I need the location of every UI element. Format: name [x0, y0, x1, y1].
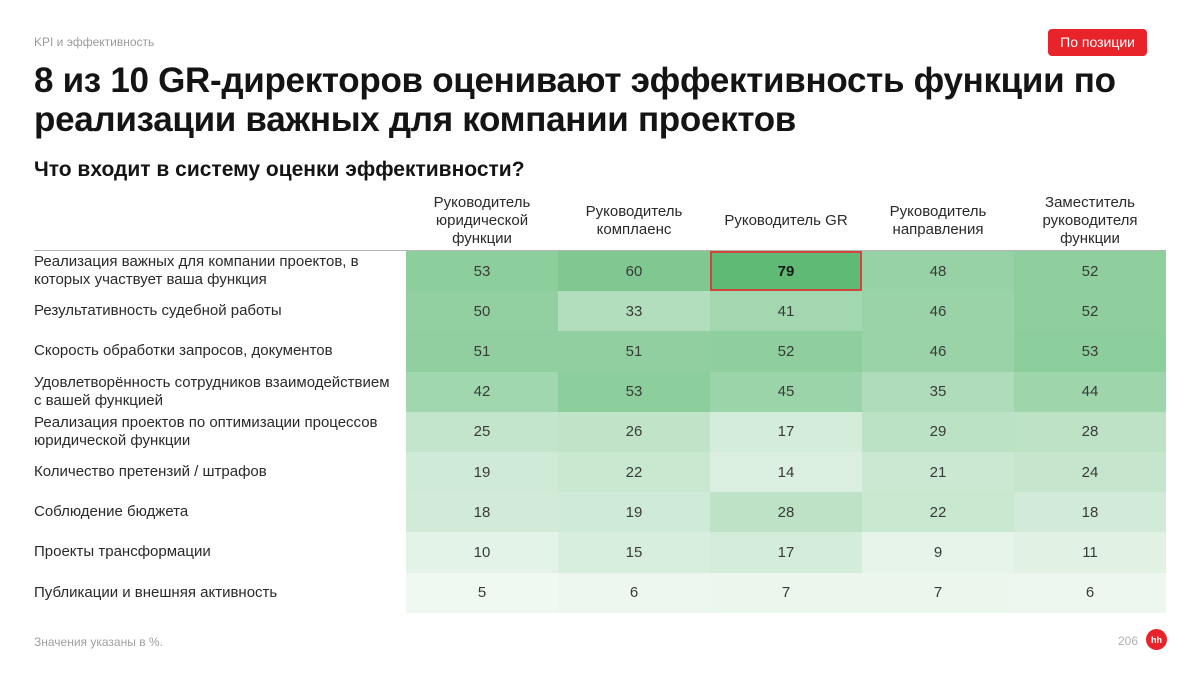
table-row: Количество претензий / штрафов 19 22 14 21 24 — [34, 451, 1166, 493]
heatmap-cell: 22 — [558, 451, 710, 493]
heatmap-cell: 22 — [862, 492, 1014, 533]
heatmap-cell: 6 — [1014, 572, 1166, 613]
table-row: Публикации и внешняя активность 5 6 7 7 6 — [34, 572, 1166, 613]
section-label: KPI и эффективность — [34, 35, 155, 49]
footnote: Значения указаны в %. — [34, 635, 163, 649]
row-label: Реализация важных для компании проектов,… — [34, 253, 359, 289]
table-row: Удовлетворённость сотрудников взаимодейс… — [34, 371, 1166, 412]
row-label: Соблюдение бюджета — [34, 503, 189, 521]
heatmap-cell: 18 — [406, 492, 558, 533]
heatmap-cell: 17 — [710, 532, 862, 573]
page-number: 206 — [1117, 634, 1138, 648]
heatmap-cell: 48 — [862, 251, 1014, 292]
heatmap-cell: 52 — [710, 331, 862, 372]
heatmap-cell: 26 — [558, 411, 710, 452]
column-header: Руководитель комплаенс — [585, 203, 683, 238]
table-row: Реализация важных для компании проектов,… — [34, 251, 1166, 292]
heatmap-cell: 25 — [406, 411, 558, 452]
table-row: Скорость обработки запросов, документов 5… — [34, 331, 1166, 372]
heatmap-cell: 14 — [710, 451, 862, 493]
position-filter-button[interactable]: По позиции — [1048, 29, 1147, 56]
heatmap-cell: 52 — [1014, 291, 1166, 332]
heatmap-cell: 51 — [558, 331, 710, 372]
heatmap-cell: 18 — [1014, 492, 1166, 533]
heatmap-cell: 28 — [1014, 411, 1166, 452]
heatmap-cell: 5 — [406, 572, 558, 613]
table-row: Результативность судебной работы 50 33 41 46… — [34, 291, 1166, 332]
row-label: Количество претензий / штрафов — [34, 463, 267, 481]
column-header: Заместитель руководителя функции — [1042, 194, 1138, 247]
heatmap-cell: 35 — [862, 371, 1014, 412]
heatmap-cell: 41 — [710, 291, 862, 332]
heatmap-header-row: Руководитель юридической функции Руковод… — [34, 192, 1166, 251]
row-label: Результативность судебной работы — [34, 302, 282, 320]
heatmap-cell: 52 — [1014, 251, 1166, 292]
heatmap-cell: 45 — [710, 371, 862, 412]
heatmap-cell: 19 — [558, 492, 710, 533]
heatmap-cell: 60 — [558, 251, 710, 292]
header-spacer — [34, 192, 406, 250]
hh-logo: hh — [1146, 629, 1167, 650]
heatmap-cell: 28 — [710, 492, 862, 533]
heatmap-body: Реализация важных для компании проектов,… — [34, 251, 1166, 613]
heatmap-cell: 46 — [862, 331, 1014, 372]
heatmap-cell: 29 — [862, 411, 1014, 452]
heatmap-cell: 7 — [862, 572, 1014, 613]
heatmap-cell: 21 — [862, 451, 1014, 493]
heatmap-cell: 42 — [406, 371, 558, 412]
row-label: Реализация проектов по оптимизации проце… — [34, 413, 378, 449]
heatmap-cell: 17 — [710, 411, 862, 452]
row-label: Публикации и внешняя активность — [34, 583, 278, 601]
table-row: Проекты трансформации 10 15 17 9 11 — [34, 532, 1166, 573]
column-header: Руководитель GR — [724, 212, 848, 229]
heatmap-cell: 15 — [558, 532, 710, 573]
heatmap-cell: 44 — [1014, 371, 1166, 412]
heatmap-cell: 53 — [1014, 331, 1166, 372]
heatmap-cell: 79 — [710, 251, 862, 292]
heatmap-table: Руководитель юридической функции Руковод… — [34, 192, 1166, 613]
heatmap-cell: 24 — [1014, 451, 1166, 493]
heatmap-cell: 53 — [406, 251, 558, 292]
heatmap-cell: 19 — [406, 451, 558, 493]
heatmap-cell: 10 — [406, 532, 558, 573]
heatmap-cell: 7 — [710, 572, 862, 613]
page-subtitle: Что входит в систему оценки эффективност… — [34, 158, 525, 181]
heatmap-cell: 9 — [862, 532, 1014, 573]
column-header: Руководитель направления — [889, 203, 987, 238]
page-title: 8 из 10 GR-директоров оценивают эффектив… — [34, 61, 1116, 139]
heatmap-cell: 46 — [862, 291, 1014, 332]
heatmap-cell: 6 — [558, 572, 710, 613]
row-label: Проекты трансформации — [34, 543, 211, 561]
table-row: Соблюдение бюджета 18 19 28 22 18 — [34, 492, 1166, 533]
column-header: Руководитель юридической функции — [433, 194, 531, 247]
row-label: Скорость обработки запросов, документов — [34, 342, 333, 360]
heatmap-cell: 11 — [1014, 532, 1166, 573]
row-label: Удовлетворённость сотрудников взаимодейс… — [34, 373, 390, 409]
table-row: Реализация проектов по оптимизации проце… — [34, 411, 1166, 452]
heatmap-cell: 53 — [558, 371, 710, 412]
heatmap-cell: 33 — [558, 291, 710, 332]
heatmap-cell: 51 — [406, 331, 558, 372]
heatmap-cell: 50 — [406, 291, 558, 332]
